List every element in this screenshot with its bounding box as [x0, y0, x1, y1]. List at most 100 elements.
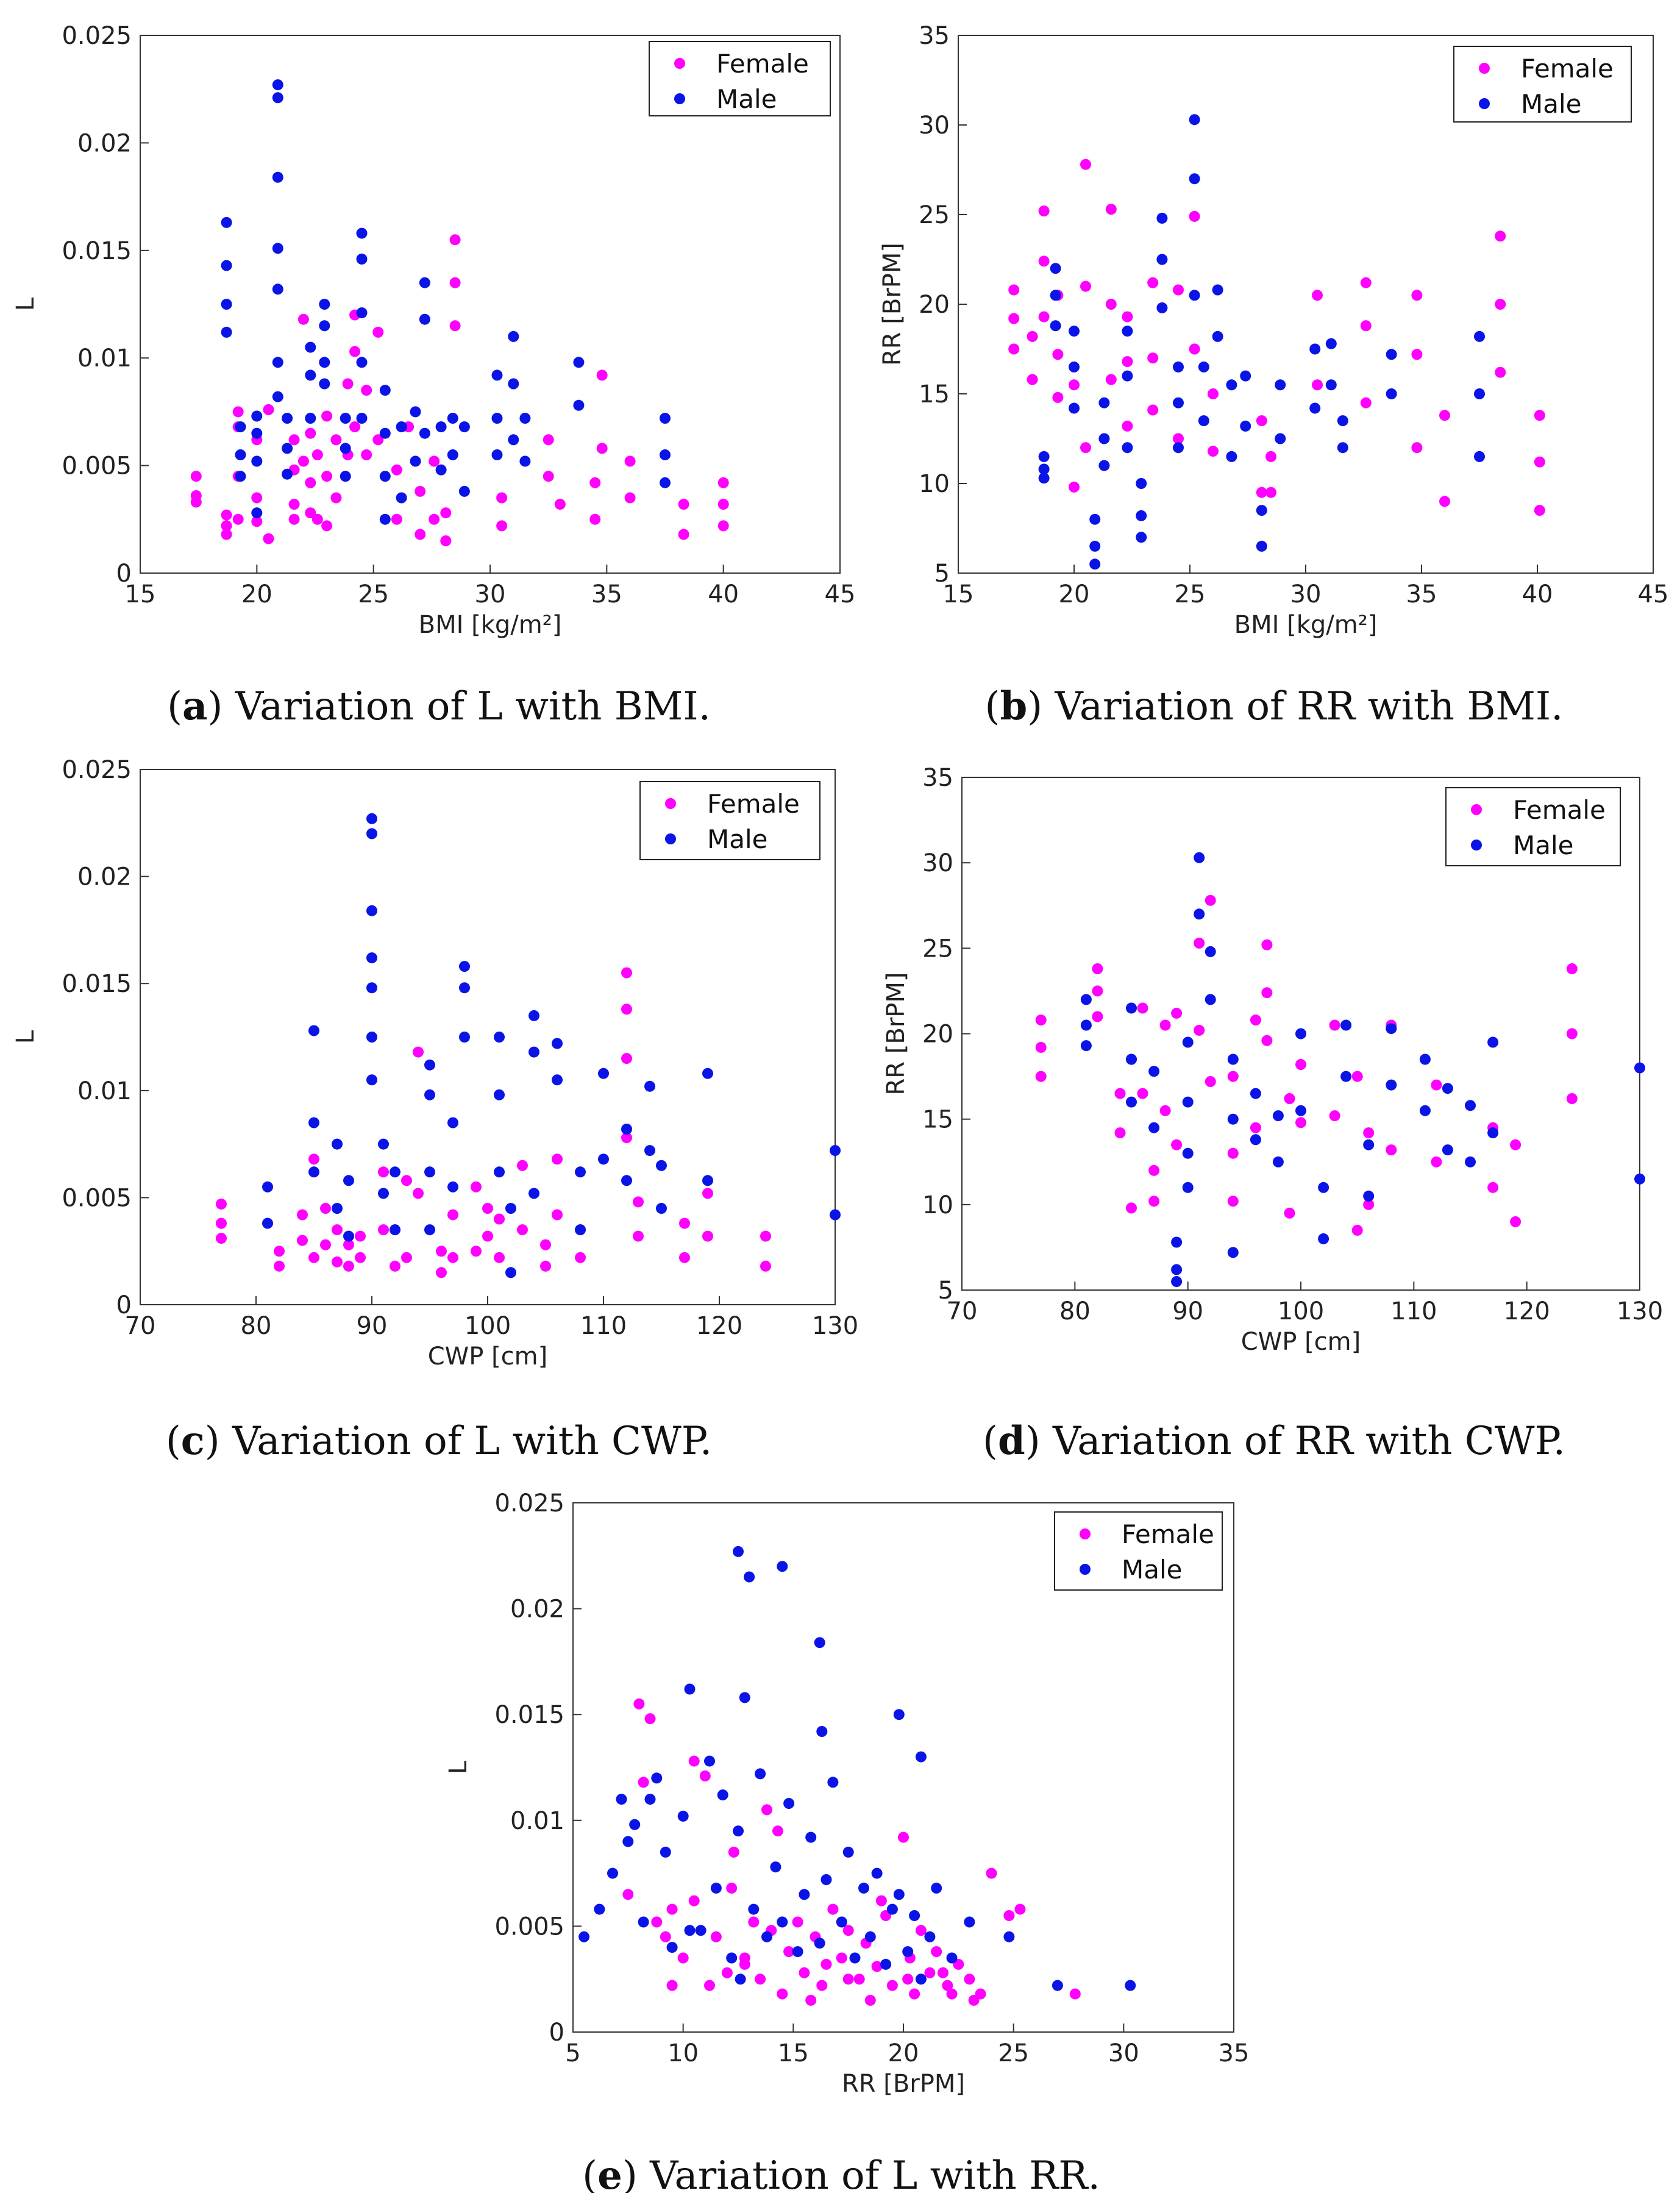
legend-box [1445, 787, 1621, 866]
data-point-male [1442, 1144, 1453, 1156]
data-point-female [308, 1252, 319, 1263]
data-point-male [1173, 397, 1184, 408]
data-point-female [1069, 379, 1080, 391]
data-point-male [638, 1916, 649, 1928]
x-tick-label: 35 [1406, 580, 1437, 608]
data-point-male [842, 1846, 854, 1858]
data-point-male [494, 1166, 505, 1178]
data-point-male [262, 1218, 273, 1229]
data-point-female [494, 1252, 505, 1263]
data-point-male [1089, 558, 1101, 570]
data-point-male [684, 1683, 696, 1695]
data-point-male [272, 283, 283, 295]
data-point-male [893, 1889, 905, 1900]
data-point-male [1126, 1002, 1137, 1014]
x-tick-label: 45 [1638, 580, 1669, 608]
data-point-female [496, 492, 508, 504]
x-tick-label: 20 [241, 580, 272, 608]
legend-box [1453, 46, 1632, 123]
data-point-female [1137, 1088, 1148, 1099]
data-point-male [251, 410, 263, 422]
data-point-male [458, 485, 470, 497]
chart-panel-a: 15 20 25 30 35 40 45 0 0.005 0.01 0.015 0.02 0.025 BM… [12, 22, 855, 729]
legend-label-female: Female [716, 49, 809, 79]
data-point-female [898, 1831, 909, 1843]
y-tick-label: 0.015 [62, 237, 132, 265]
x-tick-label: 25 [998, 2039, 1029, 2067]
data-point-female [332, 1256, 343, 1268]
caption-paren-open: ( [167, 684, 182, 729]
data-point-female [1159, 1019, 1171, 1031]
data-point-female [1014, 1903, 1026, 1915]
data-point-male [1386, 349, 1397, 360]
data-point-male [1122, 442, 1133, 454]
data-point-female [1147, 352, 1159, 364]
data-point-female [332, 1224, 343, 1236]
data-point-male [1136, 478, 1147, 489]
data-point-male [272, 357, 283, 368]
data-point-female [761, 1804, 772, 1816]
data-point-female [413, 1188, 424, 1199]
data-point-female [297, 1235, 308, 1246]
data-point-male [1465, 1156, 1476, 1168]
legend-label-male: Male [707, 824, 767, 854]
data-point-male [305, 369, 316, 381]
data-point-male [1442, 1083, 1453, 1094]
y-tick-label: 0.01 [77, 1077, 132, 1105]
data-point-female [1495, 299, 1506, 310]
data-point-male [684, 1925, 696, 1936]
legend: Female Male [1054, 1511, 1223, 1591]
data-point-male [1148, 1066, 1160, 1077]
data-point-female [1069, 1988, 1081, 2000]
data-point-male [366, 828, 377, 840]
caption-panel-letter: c [181, 1418, 205, 1464]
caption-panel-letter: b [1000, 683, 1027, 729]
data-point-female [1208, 388, 1219, 399]
caption-paren-close: ) [208, 684, 223, 729]
data-point-female [1080, 280, 1091, 292]
data-point-male [1386, 1079, 1397, 1091]
data-point-female [190, 471, 202, 482]
data-point-male [1122, 326, 1133, 337]
data-point-female [1052, 349, 1064, 360]
data-point-male [1340, 1019, 1352, 1031]
data-point-male [915, 1974, 927, 1985]
data-point-female [1122, 420, 1133, 432]
legend-label-female: Female [1521, 54, 1614, 84]
x-tick-label: 20 [888, 2039, 919, 2067]
data-point-female [968, 1994, 980, 2006]
x-tick-label: 40 [708, 580, 739, 608]
data-point-female [644, 1713, 656, 1725]
data-point-female [449, 234, 461, 246]
data-point-female [651, 1916, 663, 1928]
caption-text: Variation of RR with CWP. [1041, 1419, 1565, 1464]
data-point-female [816, 1980, 828, 1991]
y-tick-label: 15 [922, 1106, 953, 1134]
data-point-male [308, 1166, 319, 1178]
panel-caption: (c) Variation of L with CWP. [166, 1418, 712, 1464]
data-point-female [1137, 1002, 1148, 1014]
data-point-female [349, 421, 361, 433]
data-point-female [728, 1846, 739, 1858]
data-point-female [986, 1867, 997, 1879]
data-point-female [1194, 1024, 1205, 1036]
chart-panel-b: 15 20 25 30 35 40 45 5 10 15 20 25 30 35 BMI [kg/m²] RR… [878, 22, 1668, 729]
data-point-male [1363, 1139, 1375, 1150]
data-point-male [1309, 343, 1321, 355]
data-point-male [340, 443, 351, 454]
data-point-male [893, 1709, 905, 1721]
data-point-male [1038, 463, 1050, 475]
data-point-female [221, 520, 232, 532]
x-tick-label: 80 [1059, 1297, 1091, 1325]
data-point-male [340, 413, 351, 424]
data-point-male [726, 1952, 738, 1964]
data-point-male [1080, 1019, 1092, 1031]
data-point-female [251, 492, 263, 504]
data-point-male [1309, 402, 1321, 414]
data-point-male [1171, 1264, 1183, 1275]
data-point-female [274, 1260, 285, 1272]
data-point-male [396, 421, 407, 433]
data-point-female [1510, 1139, 1522, 1150]
data-point-female [543, 471, 554, 482]
data-point-male [717, 1789, 728, 1801]
